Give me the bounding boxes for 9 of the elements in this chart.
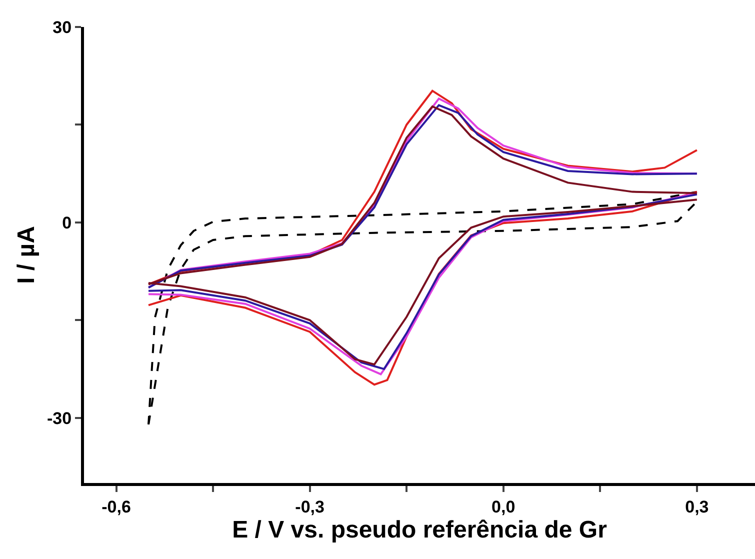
y-axis-title: I / µA	[13, 226, 40, 284]
x-tick-label: -0,3	[295, 497, 324, 516]
y-tick-label: -30	[47, 408, 72, 428]
x-axis-title: E / V vs. pseudo referência de Gr	[232, 516, 607, 544]
x-tick-label: -0,6	[102, 497, 131, 516]
y-tick-label: 0	[62, 213, 72, 232]
y-tick-label: 30	[52, 18, 72, 37]
x-tick-label: 0,3	[685, 497, 709, 516]
x-tick-label: 0,0	[492, 497, 516, 516]
